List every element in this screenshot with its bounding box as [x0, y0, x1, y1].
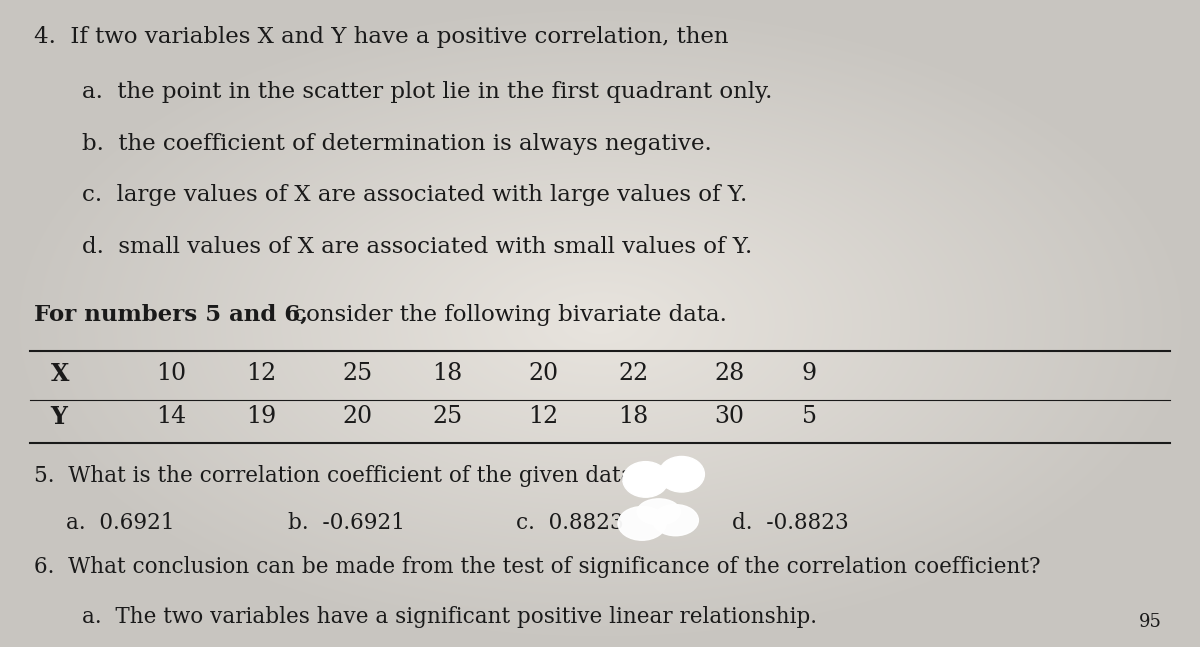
- Ellipse shape: [623, 461, 668, 497]
- Text: 25: 25: [432, 405, 462, 428]
- Text: d.  -0.8823: d. -0.8823: [732, 512, 848, 534]
- Text: c.  large values of X are associated with large values of Y.: c. large values of X are associated with…: [82, 184, 746, 206]
- Text: 25: 25: [342, 362, 372, 386]
- Text: a.  the point in the scatter plot lie in the first quadrant only.: a. the point in the scatter plot lie in …: [82, 81, 772, 103]
- Text: b.  the coefficient of determination is always negative.: b. the coefficient of determination is a…: [82, 133, 712, 155]
- Text: consider the following bivariate data.: consider the following bivariate data.: [286, 304, 726, 326]
- Text: 18: 18: [618, 405, 648, 428]
- Text: b.  -0.6921: b. -0.6921: [288, 512, 404, 534]
- Text: 19: 19: [246, 405, 276, 428]
- Text: 12: 12: [528, 405, 558, 428]
- Text: 14: 14: [156, 405, 186, 428]
- Text: 4.  If two variables X and Y have a positive correlation, then: 4. If two variables X and Y have a posit…: [34, 26, 728, 48]
- Text: 5: 5: [802, 405, 817, 428]
- Text: For numbers 5 and 6,: For numbers 5 and 6,: [34, 304, 307, 326]
- Text: 22: 22: [618, 362, 648, 386]
- Text: Y: Y: [50, 405, 67, 429]
- Text: 95: 95: [1139, 613, 1162, 631]
- Text: 12: 12: [246, 362, 276, 386]
- Ellipse shape: [659, 456, 704, 492]
- Text: 30: 30: [714, 405, 744, 428]
- Text: c.  0.8823: c. 0.8823: [516, 512, 624, 534]
- Ellipse shape: [618, 507, 666, 540]
- Text: 6.  What conclusion can be made from the test of significance of the correlation: 6. What conclusion can be made from the …: [34, 556, 1040, 578]
- Text: 9: 9: [802, 362, 817, 386]
- Text: 28: 28: [714, 362, 744, 386]
- Ellipse shape: [637, 499, 680, 525]
- Text: 18: 18: [432, 362, 462, 386]
- Text: 20: 20: [342, 405, 372, 428]
- Ellipse shape: [653, 505, 698, 536]
- Text: a.  The two variables have a significant positive linear relationship.: a. The two variables have a significant …: [82, 606, 817, 628]
- Text: 20: 20: [528, 362, 558, 386]
- Text: X: X: [50, 362, 68, 386]
- Text: 10: 10: [156, 362, 186, 386]
- Text: 5.  What is the correlation coefficient of the given data?: 5. What is the correlation coefficient o…: [34, 465, 644, 487]
- Text: d.  small values of X are associated with small values of Y.: d. small values of X are associated with…: [82, 236, 752, 258]
- Text: a.  0.6921: a. 0.6921: [66, 512, 174, 534]
